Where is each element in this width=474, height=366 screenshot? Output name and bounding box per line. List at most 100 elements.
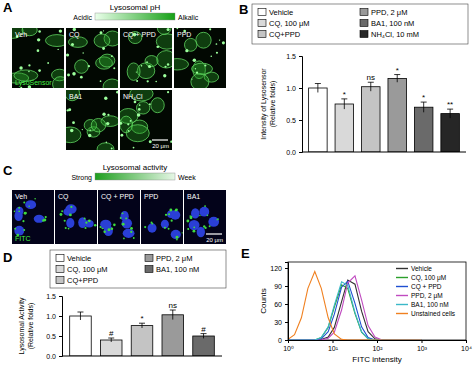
cell xyxy=(99,54,114,67)
x-axis-tick: 10² xyxy=(372,340,383,352)
stain-label: LysoSensor xyxy=(15,79,52,87)
y-axis-title: Intensity of Lysosensor xyxy=(260,68,268,140)
error-bar xyxy=(108,338,114,342)
cell xyxy=(66,127,81,143)
legend-label: BA1, 100 nM xyxy=(411,301,449,308)
legend-swatch xyxy=(360,31,368,38)
lysosome xyxy=(120,122,122,125)
tick-mark xyxy=(377,340,378,343)
lysosome xyxy=(28,64,30,66)
lysosome xyxy=(176,28,178,29)
tick-label: 0 xyxy=(278,337,282,344)
lysosome xyxy=(24,212,27,215)
lysosome xyxy=(88,219,91,222)
lysosome xyxy=(163,74,166,77)
legend-swatch xyxy=(396,313,408,314)
tick-label: 0.0 xyxy=(46,353,56,360)
lysosome xyxy=(122,212,124,214)
cell xyxy=(136,102,149,114)
error-line xyxy=(172,310,173,320)
lysosome xyxy=(72,72,76,76)
y-axis-title: (Relative folds) xyxy=(27,303,35,350)
error-line xyxy=(111,338,112,342)
legend-frame xyxy=(50,250,226,288)
y-axis-tick: 1.5 xyxy=(46,293,62,300)
cell xyxy=(103,79,118,88)
lysosome xyxy=(106,142,108,144)
lines xyxy=(288,272,422,340)
y-axis-title: (Relative folds) xyxy=(269,81,277,128)
y-axis-line xyxy=(285,263,289,341)
nucleus xyxy=(123,229,135,238)
error-line xyxy=(80,312,81,320)
lysosome xyxy=(102,113,105,116)
lysosome xyxy=(103,231,105,233)
lysosome xyxy=(156,46,158,48)
tick-label: 60 xyxy=(274,301,282,308)
panel-label: A xyxy=(3,0,13,15)
legend-label: BA1, 100 nM xyxy=(156,265,199,274)
legend-swatch xyxy=(360,9,368,16)
nucleus xyxy=(78,217,87,228)
legend-swatch xyxy=(258,20,266,27)
lysosome xyxy=(60,213,63,216)
lysosome xyxy=(113,67,115,69)
micrograph-background xyxy=(55,190,97,244)
legend-label: CQ, 100 μM xyxy=(269,19,310,28)
tick-mark xyxy=(299,120,302,121)
image-label: CQ + PPD xyxy=(123,31,156,39)
cell xyxy=(97,143,114,150)
legend-swatch xyxy=(258,31,266,38)
bar xyxy=(162,315,184,356)
y-axis-tick: 0.5 xyxy=(46,333,62,340)
legend-label: CQ + PPD xyxy=(411,283,442,291)
lysosome xyxy=(45,216,47,218)
lysosome xyxy=(107,114,109,116)
error-bar xyxy=(368,82,374,91)
y-axis-title: Lysosomal Activity xyxy=(18,297,26,354)
lysosome xyxy=(149,103,151,105)
tick-mark xyxy=(59,296,62,297)
x-axis-line xyxy=(289,341,467,344)
nucleus xyxy=(14,210,22,221)
lysosome xyxy=(82,52,83,53)
cell xyxy=(196,32,211,48)
bar xyxy=(193,336,215,356)
significance-label: ns xyxy=(169,301,177,310)
tick-label: 1.5 xyxy=(46,293,56,300)
lysosome xyxy=(127,123,129,125)
error-line xyxy=(370,82,371,91)
image-label: Veh xyxy=(15,31,27,38)
y-axis-tick: 0.0 xyxy=(46,353,62,360)
lysosome xyxy=(167,91,169,93)
image-label: BA1 xyxy=(69,93,82,100)
tick-mark xyxy=(333,340,334,343)
lysosome xyxy=(14,211,16,213)
lysosome xyxy=(168,213,170,215)
lysosome xyxy=(38,30,41,33)
bar xyxy=(335,104,354,152)
panel-label: C xyxy=(3,163,13,178)
micrograph xyxy=(174,28,226,88)
lysosome xyxy=(102,47,105,50)
cell xyxy=(174,59,189,70)
lysosome xyxy=(37,38,40,41)
micrograph-background xyxy=(141,190,183,244)
legend-label: PPD, 2 μM xyxy=(156,254,192,263)
y-axis-tick: 60 xyxy=(274,301,288,308)
lysosome xyxy=(120,217,122,219)
lysosome xyxy=(42,219,44,221)
lysosome xyxy=(185,49,188,52)
nucleus xyxy=(197,227,205,238)
lysosome xyxy=(207,215,209,217)
lysosome xyxy=(82,129,83,130)
lysosome xyxy=(155,81,157,83)
nucleus xyxy=(148,223,157,232)
lysosome xyxy=(100,31,103,34)
y-axis-tick: 0 xyxy=(278,337,288,344)
error-cap xyxy=(315,83,321,84)
lysosome xyxy=(189,215,191,217)
error-bar xyxy=(447,109,453,118)
lysosome xyxy=(204,205,206,207)
scale-title: Lysosomal pH xyxy=(110,3,161,12)
